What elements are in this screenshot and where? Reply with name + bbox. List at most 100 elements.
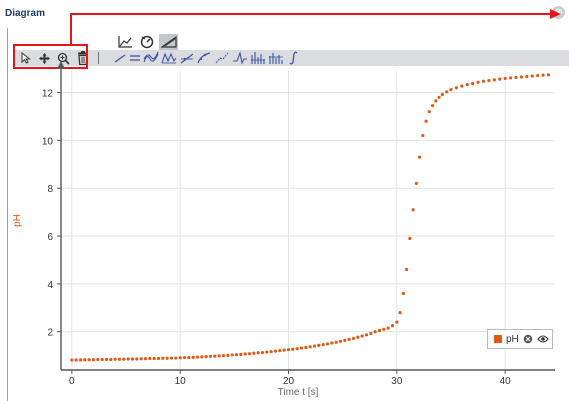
data-point bbox=[377, 328, 382, 333]
data-point bbox=[386, 326, 390, 330]
data-point bbox=[334, 340, 338, 344]
data-point bbox=[226, 353, 230, 358]
data-point bbox=[252, 351, 256, 355]
x-axis-label: Time t [s] bbox=[278, 387, 319, 398]
pan-move-icon[interactable] bbox=[36, 50, 52, 66]
data-point bbox=[70, 358, 74, 362]
data-point bbox=[169, 356, 174, 360]
data-point bbox=[424, 119, 428, 123]
data-point bbox=[117, 357, 122, 361]
data-point bbox=[434, 99, 438, 103]
y-axis-label: pH bbox=[12, 214, 23, 227]
y-tick-label: 2 bbox=[47, 328, 53, 339]
data-point bbox=[401, 291, 405, 296]
diagram-settings-icon[interactable] bbox=[159, 34, 178, 50]
data-point bbox=[382, 327, 386, 331]
data-point bbox=[291, 347, 295, 351]
data-point bbox=[139, 357, 143, 361]
data-point bbox=[325, 342, 330, 346]
data-point bbox=[347, 337, 351, 341]
data-point bbox=[122, 357, 126, 361]
data-point bbox=[503, 76, 507, 81]
y-axis-arrow-icon bbox=[57, 61, 65, 69]
data-point bbox=[317, 343, 321, 347]
data-point bbox=[427, 110, 431, 114]
remove-series-icon[interactable] bbox=[523, 334, 533, 344]
data-point bbox=[269, 349, 273, 354]
data-point bbox=[373, 330, 377, 334]
data-point bbox=[91, 358, 96, 362]
y-tick-label: 10 bbox=[42, 136, 54, 147]
data-point bbox=[308, 345, 312, 349]
data-point bbox=[247, 352, 252, 356]
data-point bbox=[514, 75, 518, 80]
data-point bbox=[239, 352, 243, 357]
y-tick-label: 12 bbox=[42, 89, 54, 100]
data-point bbox=[338, 339, 343, 343]
legend-label: pH bbox=[506, 333, 519, 345]
data-point bbox=[440, 92, 444, 97]
data-point bbox=[525, 74, 529, 79]
curve-fit-icon[interactable] bbox=[196, 50, 212, 66]
data-point bbox=[243, 352, 247, 356]
derivative-icon[interactable] bbox=[232, 50, 248, 66]
data-point bbox=[182, 355, 187, 360]
linear-fit-icon[interactable] bbox=[179, 50, 195, 66]
data-point bbox=[471, 81, 475, 86]
data-point bbox=[304, 345, 308, 350]
data-point bbox=[351, 336, 356, 341]
integral-icon[interactable] bbox=[286, 50, 302, 66]
data-point bbox=[395, 320, 399, 324]
peak-fit-icon[interactable] bbox=[161, 50, 177, 66]
tangent-icon[interactable] bbox=[112, 50, 128, 66]
data-point bbox=[404, 267, 409, 272]
x-tick-label: 30 bbox=[391, 376, 403, 387]
data-point bbox=[221, 354, 226, 358]
data-point bbox=[437, 95, 441, 99]
data-point bbox=[217, 354, 221, 358]
y-tick-label: 6 bbox=[47, 232, 53, 243]
data-point bbox=[83, 358, 87, 362]
data-point bbox=[273, 349, 278, 353]
xy-diagram-icon[interactable] bbox=[115, 34, 134, 50]
visibility-eye-icon[interactable] bbox=[537, 334, 549, 344]
histogram-icon[interactable] bbox=[250, 50, 266, 66]
data-point bbox=[126, 357, 130, 361]
data-point bbox=[487, 78, 491, 83]
x-tick-label: 40 bbox=[500, 376, 512, 387]
zoom-icon[interactable] bbox=[55, 50, 71, 66]
tools-highlight-box bbox=[13, 44, 88, 69]
y-tick-label: 4 bbox=[47, 280, 53, 291]
data-point bbox=[152, 356, 156, 361]
data-point bbox=[312, 344, 317, 348]
smooth-curve-icon[interactable] bbox=[143, 50, 159, 66]
data-point bbox=[460, 84, 464, 88]
data-point bbox=[360, 334, 364, 338]
mean-value-icon[interactable] bbox=[127, 50, 143, 66]
data-point bbox=[286, 348, 291, 352]
dial-gauge-icon[interactable] bbox=[137, 34, 156, 50]
data-point bbox=[445, 90, 449, 94]
data-point bbox=[408, 236, 412, 241]
select-pointer-icon[interactable] bbox=[18, 50, 34, 66]
data-point bbox=[234, 353, 239, 357]
data-point bbox=[161, 356, 165, 360]
interpolation-icon[interactable] bbox=[214, 50, 230, 66]
data-point bbox=[78, 358, 83, 362]
data-point bbox=[481, 79, 486, 83]
chart-legend[interactable]: pH bbox=[487, 329, 553, 349]
data-point bbox=[143, 357, 148, 361]
data-point bbox=[74, 358, 78, 362]
window-title: Diagram bbox=[5, 8, 46, 19]
data-point bbox=[104, 357, 109, 362]
data-point bbox=[191, 355, 195, 359]
fft-icon[interactable] bbox=[268, 50, 284, 66]
data-point bbox=[343, 338, 347, 342]
data-point bbox=[465, 83, 469, 87]
annotation-arrow-head-icon bbox=[550, 9, 561, 19]
data-point bbox=[430, 104, 435, 108]
view-tabs bbox=[115, 34, 178, 50]
toolbar-separator bbox=[98, 52, 99, 64]
data-point bbox=[135, 357, 139, 361]
